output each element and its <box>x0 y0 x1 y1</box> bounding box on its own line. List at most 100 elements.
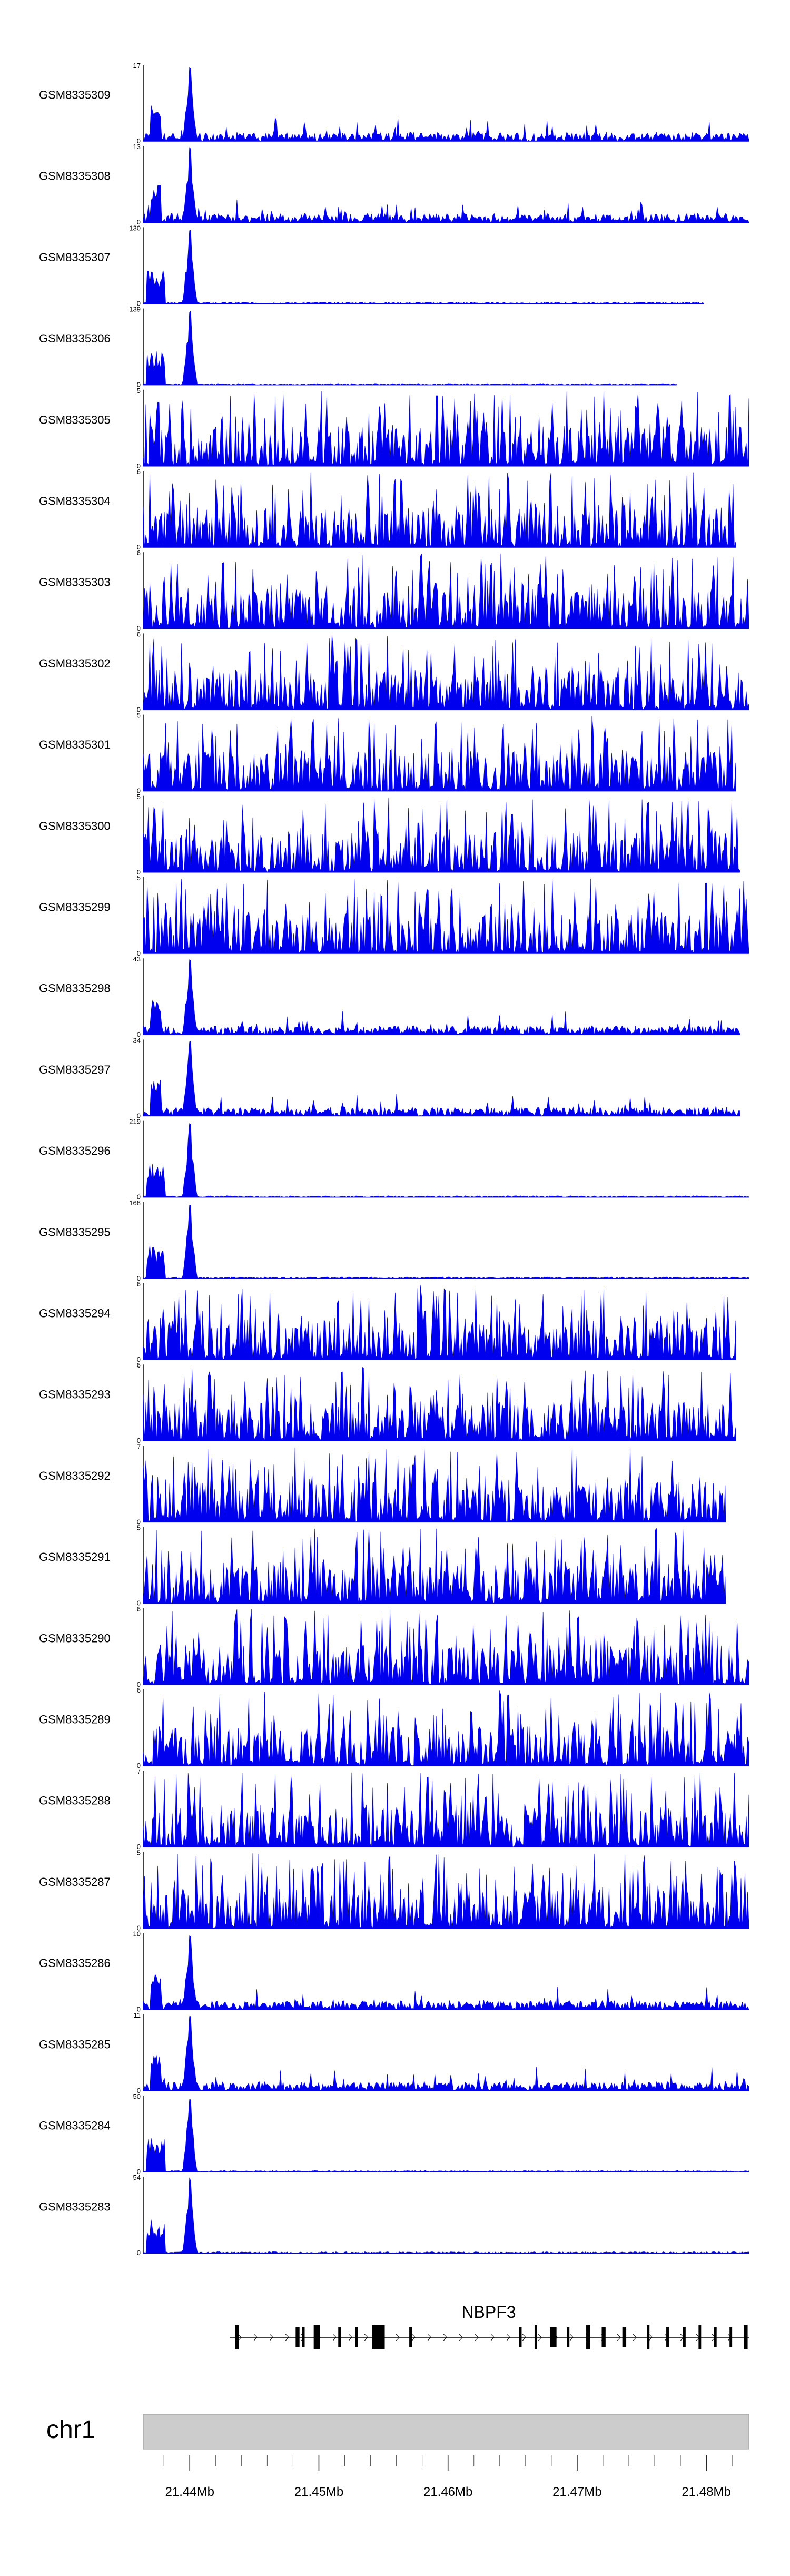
strand-arrow <box>633 2334 637 2341</box>
y-max-label: 5 <box>137 1524 141 1532</box>
coverage-area <box>143 147 749 223</box>
y-max-label: 6 <box>137 1280 141 1288</box>
coverage-track: GSM8335298 43 0 <box>39 955 740 1038</box>
coverage-area <box>143 67 749 142</box>
y-max-label: 50 <box>133 2092 141 2100</box>
coverage-track: GSM8335296 219 0 <box>39 1118 749 1201</box>
y-min-label: 0 <box>137 1924 141 1932</box>
coverage-tracks: GSM8335309170GSM8335308130GSM83353071300… <box>39 62 749 2257</box>
y-min-label: 0 <box>137 462 141 470</box>
track-label: GSM8335302 <box>39 657 111 670</box>
x-tick-label: 21.48Mb <box>682 2485 730 2499</box>
coverage-area <box>143 2099 749 2172</box>
coverage-track: GSM8335285 11 0 <box>39 2011 749 2095</box>
chromosome-label: chr1 <box>46 2416 95 2444</box>
gene-exon <box>355 2327 358 2347</box>
strand-arrow <box>427 2334 431 2341</box>
coverage-track: GSM8335292 7 0 <box>39 1442 726 1526</box>
strand-arrow <box>538 2334 542 2341</box>
gene-label: NBPF3 <box>461 2303 516 2322</box>
coverage-area <box>143 716 736 792</box>
coverage-track: GSM8335308 13 0 <box>39 143 749 226</box>
strand-arrow <box>269 2334 273 2341</box>
gene-exon <box>235 2325 239 2349</box>
coverage-area <box>143 2177 749 2254</box>
track-label: GSM8335287 <box>39 1875 111 1889</box>
coverage-area <box>143 2016 749 2091</box>
coverage-track: GSM8335306 139 0 <box>39 306 677 389</box>
coverage-area <box>143 1528 726 1604</box>
gene-exon <box>729 2327 733 2347</box>
strand-arrow <box>285 2334 289 2341</box>
chromosome-band <box>143 2414 749 2450</box>
y-min-label: 0 <box>137 624 141 632</box>
coverage-area <box>143 635 749 710</box>
y-min-label: 0 <box>137 1437 141 1444</box>
track-label: GSM8335288 <box>39 1794 111 1807</box>
y-min-label: 0 <box>137 218 141 226</box>
gene-exon <box>372 2325 385 2349</box>
coverage-area <box>143 1205 749 1279</box>
coverage-track: GSM8335294 6 0 <box>39 1280 736 1363</box>
coverage-area <box>143 1609 749 1685</box>
coverage-track: GSM8335309 17 0 <box>39 62 749 145</box>
y-min-label: 0 <box>137 2087 141 2095</box>
coverage-area <box>143 1285 736 1360</box>
gene-exon <box>550 2327 557 2347</box>
strand-arrow <box>490 2334 495 2341</box>
y-max-label: 139 <box>129 306 141 313</box>
y-min-label: 0 <box>137 381 141 389</box>
strand-arrow <box>364 2334 368 2341</box>
track-label: GSM8335292 <box>39 1469 111 1482</box>
y-max-label: 219 <box>129 1118 141 1126</box>
y-max-label: 6 <box>137 1605 141 1613</box>
y-min-label: 0 <box>137 1193 141 1201</box>
strand-arrow <box>411 2334 416 2341</box>
strand-arrow <box>617 2334 621 2341</box>
y-min-label: 0 <box>137 787 141 795</box>
y-min-label: 0 <box>137 1518 141 1526</box>
coverage-track: GSM8335286 10 0 <box>39 1930 749 2013</box>
y-min-label: 0 <box>137 2005 141 2013</box>
coverage-track: GSM8335293 6 0 <box>39 1361 736 1444</box>
y-max-label: 13 <box>133 143 141 151</box>
coverage-area <box>143 1123 749 1197</box>
gene-exon <box>567 2327 570 2347</box>
genomic-x-axis: 21.44Mb 21.45Mb 21.46Mb 21.47Mb 21.48Mb <box>163 2455 733 2499</box>
coverage-track: GSM8335295 168 0 <box>39 1199 749 1282</box>
coverage-track: GSM8335305 5 0 <box>39 387 749 470</box>
y-max-label: 43 <box>133 955 141 963</box>
gene-exon <box>683 2327 686 2347</box>
y-min-label: 0 <box>137 868 141 876</box>
y-max-label: 11 <box>134 2011 141 2019</box>
coverage-track: GSM8335303 6 0 <box>39 549 749 632</box>
gene-exon <box>622 2327 627 2347</box>
strand-arrow <box>506 2334 510 2341</box>
track-label: GSM8335284 <box>39 2119 111 2132</box>
track-label: GSM8335305 <box>39 413 111 426</box>
y-min-label: 0 <box>137 2249 141 2257</box>
y-max-label: 6 <box>137 468 141 476</box>
y-min-label: 0 <box>137 137 141 145</box>
coverage-area <box>143 1447 726 1522</box>
y-max-label: 130 <box>129 224 141 232</box>
y-max-label: 168 <box>129 1199 141 1207</box>
gene-exon <box>409 2327 412 2347</box>
strand-arrow <box>569 2334 574 2341</box>
track-label: GSM8335297 <box>39 1063 111 1076</box>
coverage-track: GSM8335289 6 0 <box>39 1686 749 1769</box>
coverage-track: GSM8335284 50 0 <box>39 2092 749 2176</box>
coverage-area <box>143 878 749 955</box>
y-max-label: 6 <box>137 1361 141 1369</box>
track-label: GSM8335309 <box>39 89 111 102</box>
y-max-label: 54 <box>133 2174 141 2181</box>
gene-exon <box>647 2325 650 2349</box>
track-label: GSM8335283 <box>39 2200 111 2214</box>
coverage-area <box>143 1690 749 1767</box>
y-max-label: 5 <box>137 793 141 801</box>
gene-exon <box>666 2327 669 2347</box>
y-min-label: 0 <box>137 949 141 957</box>
coverage-area <box>143 472 736 548</box>
y-min-label: 0 <box>137 1599 141 1607</box>
